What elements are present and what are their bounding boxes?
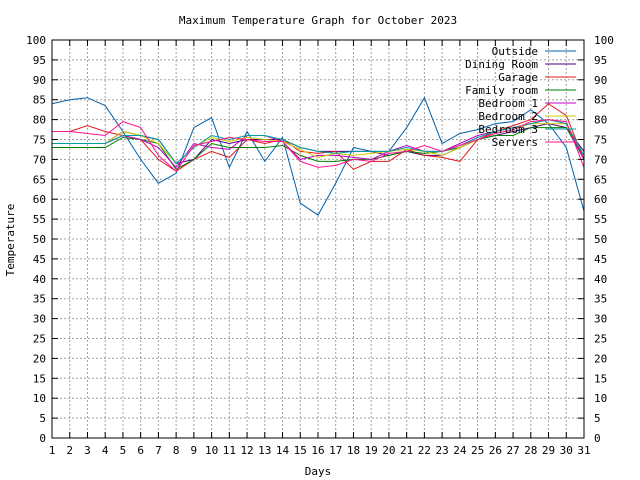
y-tick-label-left: 70 (33, 153, 46, 166)
chart-title: Maximum Temperature Graph for October 20… (179, 14, 457, 27)
x-axis-label: Days (305, 465, 332, 478)
y-tick-label-right: 10 (594, 392, 607, 405)
x-tick-label: 23 (436, 444, 449, 457)
y-tick-label-right: 100 (594, 34, 614, 47)
axis-ticks (51, 39, 585, 439)
x-tick-label: 14 (276, 444, 290, 457)
x-tick-label: 18 (347, 444, 360, 457)
series-line-servers (52, 119, 585, 173)
y-tick-label-right: 85 (594, 94, 607, 107)
y-tick-label-right: 60 (594, 193, 607, 206)
y-tick-label-right: 15 (594, 372, 607, 385)
y-tick-label-right: 50 (594, 233, 607, 246)
x-tick-label: 10 (205, 444, 218, 457)
y-tick-label-right: 95 (594, 54, 607, 67)
y-tick-label-right: 80 (594, 114, 607, 127)
x-tick-label: 29 (542, 444, 555, 457)
y-tick-label-right: 0 (594, 432, 601, 445)
x-tick-label: 19 (365, 444, 378, 457)
y-tick-label-left: 0 (39, 432, 46, 445)
x-tick-label: 9 (191, 444, 198, 457)
y-tick-label-left: 45 (33, 253, 46, 266)
y-tick-label-right: 90 (594, 74, 607, 87)
x-tick-label: 30 (560, 444, 573, 457)
x-tick-label: 27 (506, 444, 519, 457)
x-tick-label: 8 (173, 444, 180, 457)
y-tick-label-left: 20 (33, 352, 46, 365)
series-lines (51, 96, 585, 216)
y-tick-label-left: 75 (33, 134, 46, 147)
y-tick-label-left: 95 (33, 54, 46, 67)
series-line-outside (51, 96, 585, 216)
y-tick-label-left: 40 (33, 273, 46, 286)
y-tick-label-left: 30 (33, 313, 46, 326)
x-tick-label: 24 (453, 444, 467, 457)
y-tick-label-right: 20 (594, 352, 607, 365)
x-tick-label: 28 (524, 444, 537, 457)
x-tick-label: 12 (240, 444, 253, 457)
x-tick-label: 2 (66, 444, 73, 457)
x-tick-label: 22 (418, 444, 431, 457)
x-tick-label: 5 (120, 444, 127, 457)
y-tick-label-left: 25 (33, 333, 46, 346)
y-tick-label-left: 90 (33, 74, 46, 87)
y-tick-label-left: 100 (26, 34, 46, 47)
x-tick-label: 6 (137, 444, 144, 457)
y-tick-label-right: 75 (594, 134, 607, 147)
y-tick-label-right: 5 (594, 412, 601, 425)
x-tick-label: 4 (102, 444, 109, 457)
x-tick-label: 3 (84, 444, 91, 457)
x-tick-label: 26 (489, 444, 502, 457)
x-tick-label: 7 (155, 444, 162, 457)
y-tick-label-right: 35 (594, 293, 607, 306)
x-tick-label: 11 (223, 444, 236, 457)
y-tick-label-left: 50 (33, 233, 46, 246)
y-tick-label-left: 80 (33, 114, 46, 127)
x-tick-label: 15 (294, 444, 307, 457)
legend-label-servers: Servers (492, 136, 538, 149)
y-tick-label-right: 30 (594, 313, 607, 326)
y-tick-label-right: 65 (594, 173, 607, 186)
y-tick-label-left: 10 (33, 392, 46, 405)
y-tick-label-right: 70 (594, 153, 607, 166)
y-tick-label-right: 55 (594, 213, 607, 226)
legend-label-bedroom-3: Bedroom 3 (478, 123, 538, 136)
y-tick-label-right: 45 (594, 253, 607, 266)
legend-label-outside: Outside (492, 45, 538, 58)
y-tick-label-right: 25 (594, 333, 607, 346)
y-tick-label-left: 15 (33, 372, 46, 385)
legend-label-bedroom-2: Bedroom 2 (478, 110, 538, 123)
legend-label-dining-room: Dining Room (465, 58, 538, 71)
y-tick-label-left: 55 (33, 213, 46, 226)
legend-label-garage: Garage (498, 71, 538, 84)
x-tick-label: 21 (400, 444, 413, 457)
y-tick-label-right: 40 (594, 273, 607, 286)
x-tick-label: 31 (577, 444, 590, 457)
x-tick-label: 1 (49, 444, 56, 457)
y-tick-label-left: 65 (33, 173, 46, 186)
x-tick-label: 17 (329, 444, 342, 457)
x-tick-label: 13 (258, 444, 271, 457)
grid-lines (52, 40, 584, 438)
x-tick-label: 20 (382, 444, 395, 457)
x-tick-label: 25 (471, 444, 484, 457)
y-tick-label-left: 60 (33, 193, 46, 206)
y-axis-label: Temperature (4, 204, 17, 277)
legend-label-family-room: Family room (465, 84, 538, 97)
x-tick-label: 16 (311, 444, 324, 457)
y-tick-label-left: 85 (33, 94, 46, 107)
y-tick-label-left: 5 (39, 412, 46, 425)
legend-label-bedroom-1: Bedroom 1 (478, 97, 538, 110)
y-tick-label-left: 35 (33, 293, 46, 306)
series-line-bedroom-3 (52, 119, 585, 165)
